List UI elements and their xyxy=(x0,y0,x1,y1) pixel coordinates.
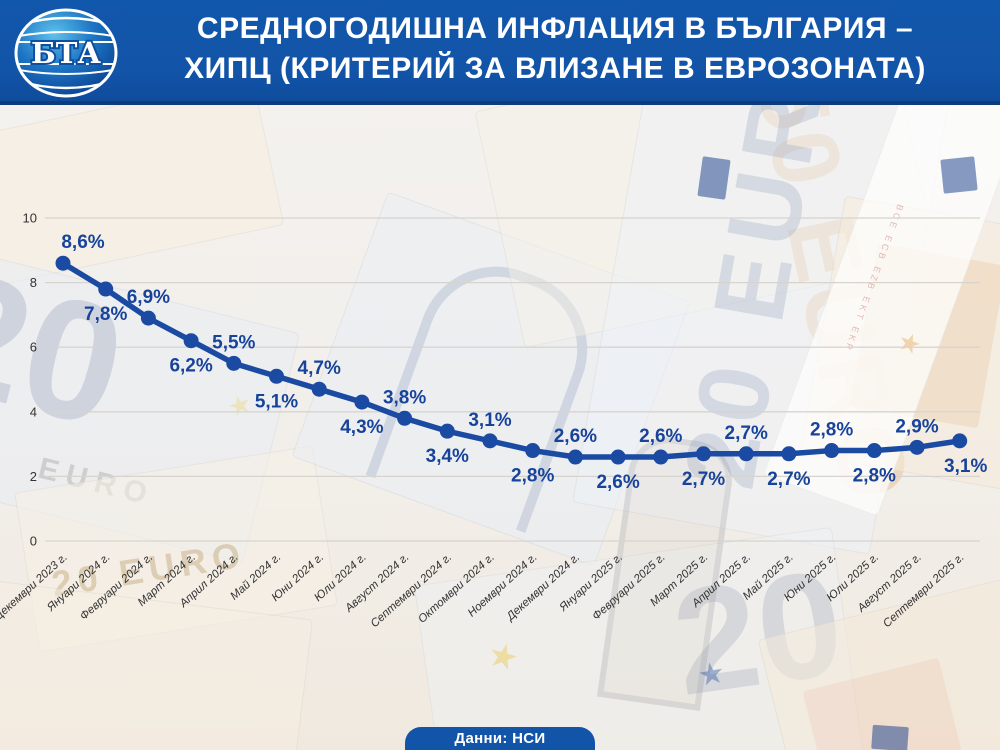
globe-icon xyxy=(14,8,118,98)
x-tick-label: Декември 2023 г. xyxy=(0,551,70,624)
inflation-line xyxy=(60,260,963,460)
x-tick-label: Февруари 2025 г. xyxy=(590,551,667,622)
data-point-marker xyxy=(909,439,925,455)
data-point-marker xyxy=(696,446,711,462)
data-point-marker xyxy=(824,443,840,459)
y-tick-label: 4 xyxy=(30,404,37,419)
data-point-label: 2,6% xyxy=(639,426,682,447)
y-tick-label: 8 xyxy=(30,275,37,290)
data-point-marker xyxy=(610,449,626,465)
data-point-label: 2,9% xyxy=(895,416,938,437)
data-point-label: 2,7% xyxy=(682,469,725,490)
data-point-marker xyxy=(397,410,413,426)
y-tick-label: 6 xyxy=(30,340,37,355)
y-tick-label: 0 xyxy=(30,534,37,549)
data-point-label: 2,8% xyxy=(853,466,896,487)
data-point-marker xyxy=(354,394,370,410)
data-point-label: 3,4% xyxy=(426,446,469,467)
data-point-marker xyxy=(269,368,284,384)
data-point-label: 3,1% xyxy=(944,456,987,477)
data-point-marker xyxy=(866,443,882,459)
data-point-marker xyxy=(226,355,242,371)
data-point-marker xyxy=(738,446,754,462)
data-point-marker xyxy=(98,281,114,297)
data-point-label: 5,5% xyxy=(212,332,255,353)
data-point-label: 3,1% xyxy=(468,410,511,431)
data-point-label: 2,6% xyxy=(554,426,597,447)
data-point-label: 2,7% xyxy=(725,423,768,444)
data-point-label: 2,8% xyxy=(810,420,853,441)
data-point-label: 4,3% xyxy=(340,417,383,438)
data-point-marker xyxy=(482,433,498,449)
data-point-marker xyxy=(55,255,71,271)
y-tick-label: 2 xyxy=(30,469,37,484)
data-point-label: 6,2% xyxy=(169,356,212,377)
data-point-label: 3,8% xyxy=(383,387,426,408)
data-point-marker xyxy=(567,449,583,465)
y-tick-label: 10 xyxy=(23,211,37,226)
data-point-label: 2,8% xyxy=(511,466,554,487)
header-bar: БТА СРЕДНОГОДИШНА ИНФЛАЦИЯ В БЪЛГАРИЯ – … xyxy=(0,0,1000,105)
page-title: СРЕДНОГОДИШНА ИНФЛАЦИЯ В БЪЛГАРИЯ – ХИПЦ… xyxy=(118,9,992,89)
data-point-marker xyxy=(311,381,327,397)
x-tick-label: Февруари 2024 г. xyxy=(78,551,155,622)
x-tick-label: Декември 2024 г. xyxy=(503,551,582,624)
bta-logo-text: БТА xyxy=(31,36,101,70)
x-tick-label: Септември 2025 г. xyxy=(881,551,967,630)
data-point-marker xyxy=(183,333,199,349)
data-point-label: 8,6% xyxy=(61,232,104,253)
page-title-line1: СРЕДНОГОДИШНА ИНФЛАЦИЯ В БЪЛГАРИЯ – xyxy=(196,12,914,45)
data-point-label: 2,7% xyxy=(767,469,810,490)
data-source-badge: Данни: НСИ xyxy=(405,727,595,750)
data-point-label: 5,1% xyxy=(255,391,298,412)
data-point-marker xyxy=(952,433,968,449)
data-point-label: 6,9% xyxy=(127,287,170,308)
data-point-marker xyxy=(653,449,669,465)
data-point-label: 2,6% xyxy=(596,472,639,493)
data-point-marker xyxy=(439,423,455,439)
globe-latitude-lines xyxy=(16,16,116,90)
data-point-marker xyxy=(525,443,541,459)
data-source-label: Данни: НСИ xyxy=(454,730,546,747)
x-tick-label: Септември 2024 г. xyxy=(369,551,455,630)
bta-logo: БТА xyxy=(14,8,118,98)
data-point-label: 7,8% xyxy=(84,304,127,325)
x-tick-label: Октомври 2024 г. xyxy=(416,551,497,625)
data-point-marker xyxy=(781,446,797,462)
page-title-line2: ХИПЦ (КРИТЕРИЙ ЗА ВЛИЗАНЕ В ЕВРОЗОНАТА) xyxy=(184,52,926,85)
data-point-label: 4,7% xyxy=(298,358,341,379)
data-point-marker xyxy=(140,310,156,326)
